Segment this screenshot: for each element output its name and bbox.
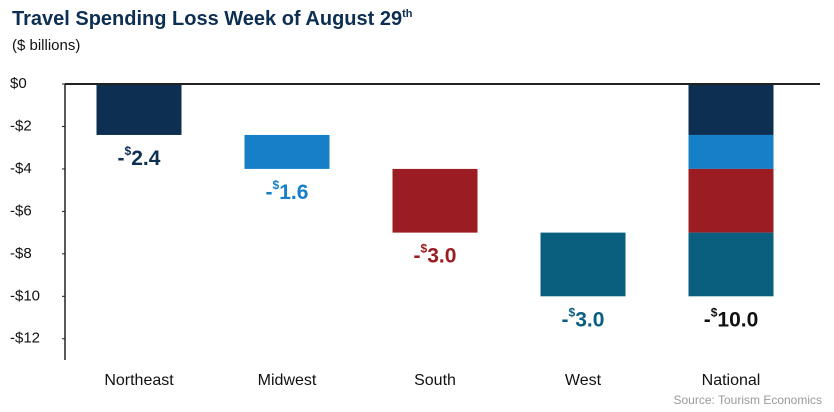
total-segment bbox=[688, 168, 774, 233]
x-tick-label: West bbox=[565, 372, 602, 389]
y-tick-label: -$6 bbox=[10, 202, 32, 219]
y-tick-label: -$4 bbox=[10, 160, 32, 177]
bar bbox=[392, 168, 478, 233]
y-tick-label: -$12 bbox=[10, 330, 40, 347]
total-segment bbox=[688, 84, 774, 135]
chart-title: Travel Spending Loss Week of August 29th bbox=[12, 8, 413, 30]
x-tick-label: Midwest bbox=[258, 372, 317, 389]
y-tick-label: -$2 bbox=[10, 117, 32, 134]
source: Source: Tourism Economics bbox=[674, 393, 823, 407]
x-tick-label: South bbox=[414, 372, 456, 389]
bar bbox=[244, 134, 330, 169]
chart-subtitle: ($ billions) bbox=[12, 37, 80, 54]
value-label: -$3.0 bbox=[414, 242, 457, 267]
bar bbox=[96, 84, 182, 135]
x-tick-label: Northeast bbox=[104, 372, 174, 389]
value-label: -$3.0 bbox=[562, 305, 605, 330]
total-segment bbox=[688, 232, 774, 297]
bar bbox=[540, 232, 626, 297]
y-tick-label: -$8 bbox=[10, 245, 32, 262]
total-segment bbox=[688, 134, 774, 169]
value-label: -$2.4 bbox=[118, 144, 161, 169]
x-tick-label: National bbox=[702, 372, 761, 389]
value-label: -$1.6 bbox=[266, 178, 309, 203]
value-label: -$10.0 bbox=[704, 305, 759, 330]
y-tick-label: -$10 bbox=[10, 287, 40, 304]
y-tick-label: $0 bbox=[10, 75, 27, 92]
